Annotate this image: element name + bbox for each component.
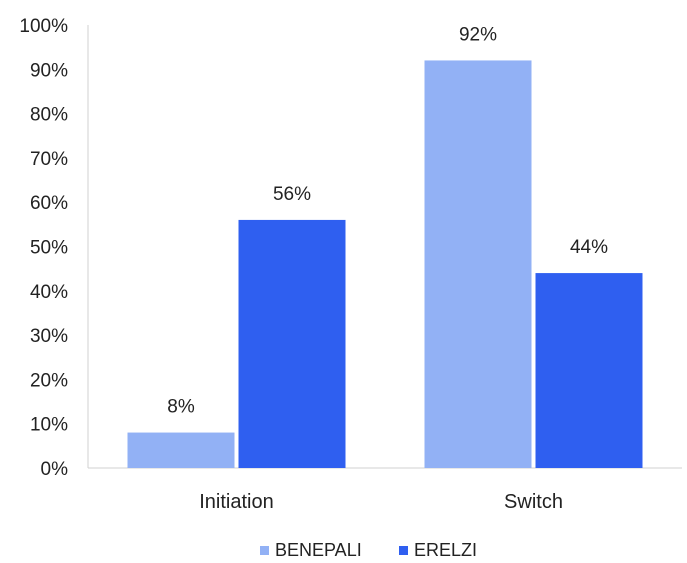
- data-label: 92%: [459, 24, 497, 45]
- bar-benepali-switch: [424, 60, 532, 468]
- category-label: Initiation: [199, 491, 274, 513]
- bar-benepali-initiation: [127, 432, 235, 468]
- y-tick-label: 50%: [30, 238, 68, 259]
- legend-swatch: [399, 546, 408, 555]
- y-tick-label: 20%: [30, 370, 68, 391]
- bar-erelzi-switch: [535, 273, 643, 468]
- data-labels: 8% 56% 92% 44%: [167, 24, 608, 417]
- y-tick-label: 100%: [19, 16, 68, 37]
- data-label: 8%: [167, 397, 195, 418]
- legend-label: BENEPALI: [275, 540, 362, 560]
- legend-label: ERELZI: [414, 540, 477, 560]
- legend: BENEPALI ERELZI: [260, 540, 477, 560]
- data-label: 56%: [273, 184, 311, 205]
- y-tick-label: 10%: [30, 415, 68, 436]
- bar-erelzi-initiation: [238, 219, 346, 468]
- category-label: Switch: [504, 491, 563, 513]
- y-axis-ticks: 0% 10% 20% 30% 40% 50% 60% 70% 80% 90% 100%: [19, 16, 68, 480]
- y-tick-label: 40%: [30, 282, 68, 303]
- y-tick-label: 90%: [30, 60, 68, 81]
- category-labels: Initiation Switch: [199, 491, 563, 513]
- bars: [127, 60, 643, 468]
- legend-swatch: [260, 546, 269, 555]
- y-tick-label: 70%: [30, 149, 68, 170]
- y-tick-label: 80%: [30, 105, 68, 126]
- y-tick-label: 30%: [30, 326, 68, 347]
- data-label: 44%: [570, 237, 608, 258]
- y-tick-label: 0%: [41, 459, 69, 480]
- y-tick-label: 60%: [30, 193, 68, 214]
